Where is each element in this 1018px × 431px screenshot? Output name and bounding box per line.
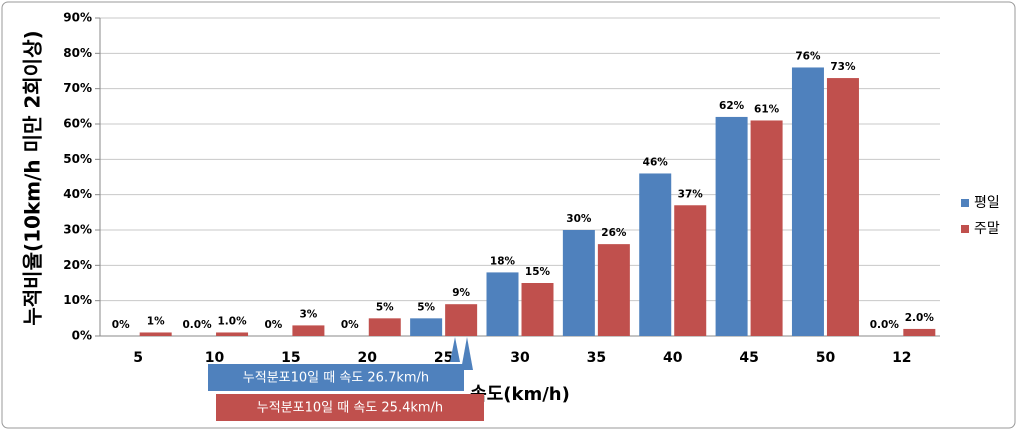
annotation: 누적분포10일 때 속도 26.7km/h <box>243 371 429 386</box>
value-label: 9% <box>452 287 470 299</box>
x-tick-label: 5 <box>133 350 143 366</box>
legend-label: 평일 <box>974 195 1000 211</box>
value-label: 1.0% <box>217 315 247 327</box>
value-label: 62% <box>719 100 745 112</box>
x-axis-title: 속도(km/h) <box>470 384 570 405</box>
y-tick-label: 90% <box>63 11 92 25</box>
bar <box>562 230 595 336</box>
x-tick-label: 15 <box>281 350 300 366</box>
annotation: 누적분포10일 때 속도 25.4km/h <box>257 401 443 416</box>
legend-swatch <box>961 225 969 233</box>
bar <box>410 318 443 336</box>
value-label: 46% <box>643 156 669 168</box>
x-tick-label: 10 <box>205 350 225 366</box>
value-label: 2.0% <box>905 312 935 324</box>
value-label: 1% <box>147 315 165 327</box>
value-label: 0.0% <box>870 319 900 331</box>
x-tick-label: 20 <box>358 350 378 366</box>
value-label: 0% <box>264 319 282 331</box>
value-label: 5% <box>376 301 394 313</box>
bar <box>791 67 824 336</box>
bar <box>139 332 172 336</box>
bar <box>445 304 478 336</box>
x-tick-label: 12 <box>892 350 911 366</box>
y-tick-label: 70% <box>63 81 92 95</box>
value-label: 61% <box>754 103 780 115</box>
y-tick-label: 30% <box>63 223 92 237</box>
bar <box>486 272 519 336</box>
y-axis-title: 누적비율(10km/h 미만 2회이상) <box>21 30 45 325</box>
legend-swatch <box>961 199 969 207</box>
annotation-box <box>208 364 464 391</box>
y-tick-label: 10% <box>63 293 92 307</box>
value-label: 5% <box>417 301 435 313</box>
bar <box>368 318 401 336</box>
value-label: 0% <box>341 319 359 331</box>
y-tick-label: 50% <box>63 152 92 166</box>
bar <box>750 120 783 336</box>
legend-label: 주말 <box>974 221 1000 237</box>
y-tick-label: 40% <box>63 187 92 201</box>
x-tick-label: 35 <box>587 350 606 366</box>
value-label: 26% <box>601 227 627 239</box>
x-tick-label: 30 <box>510 350 530 366</box>
value-label: 3% <box>299 308 317 320</box>
value-label: 18% <box>490 255 516 267</box>
bar <box>826 78 859 337</box>
bar <box>597 244 630 336</box>
value-label: 0.0% <box>182 319 212 331</box>
value-label: 76% <box>795 50 821 62</box>
annotation-arrow <box>461 337 473 370</box>
value-label: 15% <box>525 266 551 278</box>
bar <box>216 332 249 336</box>
value-label: 73% <box>830 61 856 73</box>
x-tick-label: 40 <box>663 350 683 366</box>
y-tick-label: 80% <box>63 46 92 60</box>
y-tick-label: 0% <box>72 329 92 343</box>
value-label: 30% <box>566 213 592 225</box>
annotation-box <box>216 394 484 421</box>
x-tick-label: 50 <box>816 350 836 366</box>
y-tick-label: 60% <box>63 117 92 131</box>
value-label: 0% <box>112 319 130 331</box>
bar <box>715 116 748 336</box>
value-label: 37% <box>678 188 704 200</box>
x-tick-label: 25 <box>434 350 453 366</box>
x-tick-label: 45 <box>739 350 758 366</box>
bar <box>903 328 936 336</box>
plot: 0%10%20%30%40%50%60%70%80%90%50% 1%100.0%… <box>63 11 1000 367</box>
bar <box>521 283 554 336</box>
bar <box>292 325 325 336</box>
bar <box>674 205 707 336</box>
bar <box>639 173 672 336</box>
annotation-arrow <box>450 337 460 362</box>
y-tick-label: 20% <box>63 258 92 272</box>
